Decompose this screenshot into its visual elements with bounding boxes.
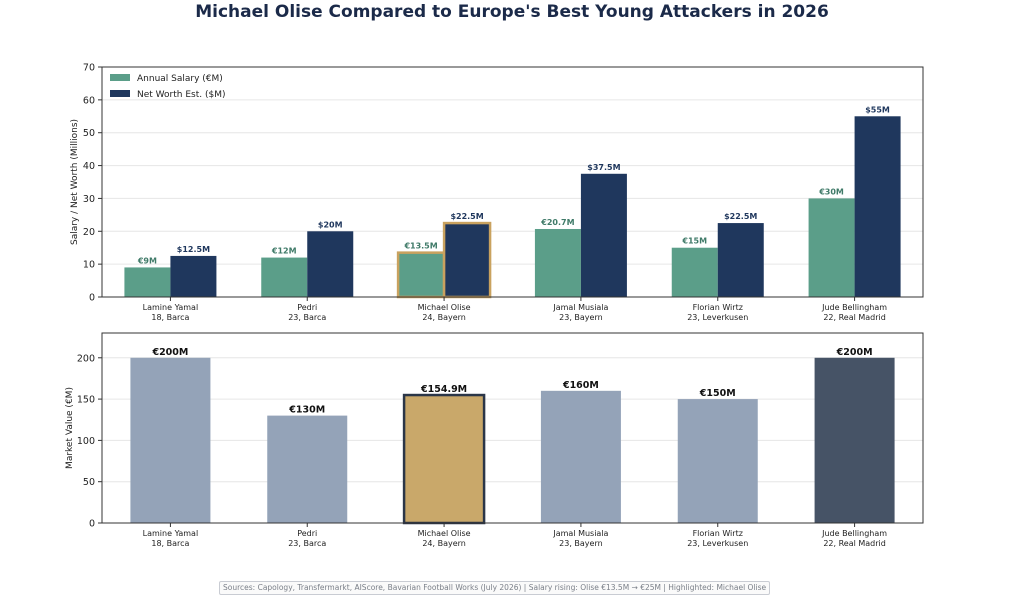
net-worth-data-label: $55M (865, 105, 890, 114)
category-label: Jude Bellingham 22, Real Madrid (821, 529, 887, 548)
category-label: Jamal Musiala 23, Bayern (552, 529, 608, 548)
source-footer: Sources: Capology, Transfermarkt, AIScor… (219, 581, 771, 595)
net-worth-bar (442, 221, 492, 299)
net-worth-data-label: $12.5M (177, 245, 210, 254)
category-label: Michael Olise 24, Bayern (418, 303, 471, 322)
y-tick-label: 200 (77, 353, 95, 364)
net-worth-bar (170, 255, 217, 297)
y-tick-label: 0 (89, 293, 95, 304)
market-value-bar (540, 390, 621, 523)
salary-data-label: €13.5M (403, 242, 437, 251)
y-tick-label: 10 (83, 260, 95, 271)
y-tick-label: 40 (83, 161, 95, 172)
salary-bar (671, 247, 718, 297)
salary-data-label: €9M (137, 256, 157, 265)
y-axis-label: Market Value (€M) (65, 387, 75, 469)
plot-frame (101, 66, 924, 298)
net-worth-bar (580, 173, 627, 297)
legend-swatch (110, 74, 130, 81)
category-label: Lamine Yamal 18, Barca (143, 529, 199, 548)
market-value-bar (677, 399, 758, 523)
y-tick-label: 150 (77, 395, 95, 406)
category-label: Florian Wirtz 23, Leverkusen (687, 529, 748, 548)
market-value-data-label: €150M (699, 388, 736, 399)
salary-bar (261, 257, 308, 297)
category-label: Michael Olise 24, Bayern (418, 529, 471, 548)
net-worth-data-label: $37.5M (587, 163, 620, 172)
net-worth-data-label: $22.5M (724, 212, 757, 221)
market-value-data-label: €200M (836, 347, 873, 358)
market-value-data-label: €200M (151, 347, 188, 358)
market-value-data-label: €160M (562, 380, 599, 391)
y-tick-label: 70 (83, 63, 95, 74)
market-value-bar (402, 393, 486, 525)
category-label: Pedri 23, Barca (288, 529, 326, 548)
y-tick-label: 100 (77, 436, 95, 447)
salary-bar (396, 251, 446, 299)
salary-data-label: €15M (681, 237, 707, 246)
plot-frame (101, 332, 924, 524)
category-label: Pedri 23, Barca (288, 303, 326, 322)
market-value-data-label: €130M (288, 405, 325, 416)
salary-data-label: €20.7M (540, 218, 574, 227)
y-tick-label: 60 (83, 95, 95, 106)
category-label: Jude Bellingham 22, Real Madrid (821, 303, 887, 322)
category-label: Florian Wirtz 23, Leverkusen (687, 303, 748, 322)
salary-data-label: €12M (271, 247, 297, 256)
net-worth-data-label: $22.5M (450, 212, 483, 221)
market-value-bar (130, 357, 211, 523)
y-tick-label: 20 (83, 227, 95, 238)
market-value-data-label: €154.9M (420, 384, 467, 395)
salary-data-label: €30M (818, 187, 844, 196)
y-axis-label: Salary / Net Worth (Millions) (70, 119, 80, 245)
salary-bar (808, 198, 855, 297)
y-tick-label: 0 (89, 519, 95, 530)
salary-bar (124, 267, 171, 297)
market-value-bar (814, 357, 895, 523)
net-worth-bar (854, 116, 901, 298)
legend-label: Net Worth Est. ($M) (137, 90, 225, 100)
legend-label: Annual Salary (€M) (137, 74, 223, 84)
y-tick-label: 30 (83, 194, 95, 205)
category-label: Lamine Yamal 18, Barca (143, 303, 199, 322)
y-tick-label: 50 (83, 128, 95, 139)
chart-title: Michael Olise Compared to Europe's Best … (195, 2, 829, 22)
net-worth-data-label: $20M (318, 220, 343, 229)
net-worth-bar (307, 231, 354, 297)
category-label: Jamal Musiala 23, Bayern (552, 303, 608, 322)
salary-bar (534, 228, 581, 297)
y-tick-label: 50 (83, 477, 95, 488)
net-worth-bar (717, 223, 764, 297)
legend-swatch (110, 90, 130, 97)
market-value-bar (267, 415, 348, 523)
